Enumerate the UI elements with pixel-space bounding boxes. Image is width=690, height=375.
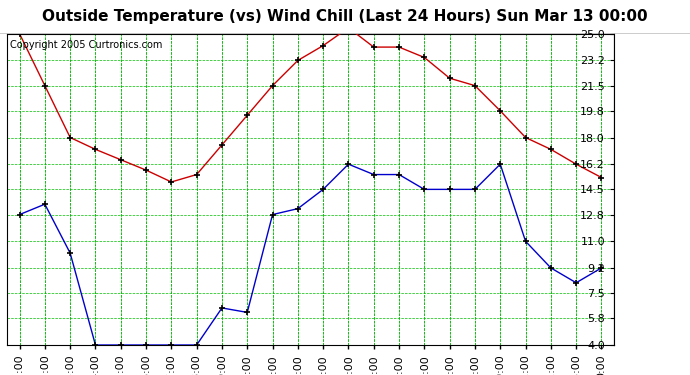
Text: Copyright 2005 Curtronics.com: Copyright 2005 Curtronics.com — [10, 40, 162, 50]
Text: Outside Temperature (vs) Wind Chill (Last 24 Hours) Sun Mar 13 00:00: Outside Temperature (vs) Wind Chill (Las… — [42, 9, 648, 24]
